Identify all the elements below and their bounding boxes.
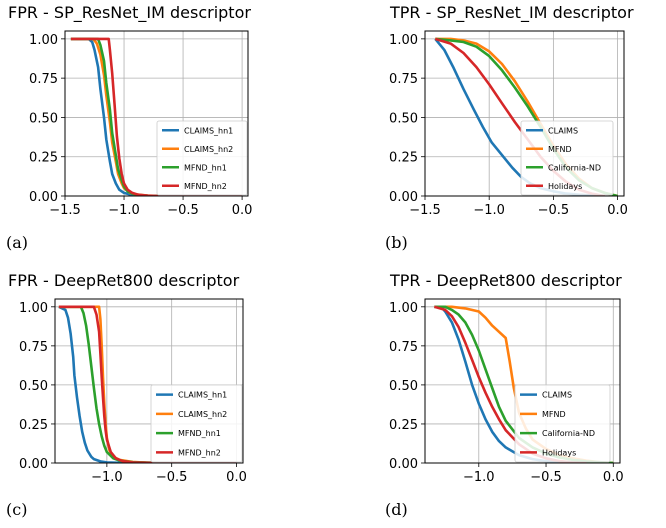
legend-label: MFND_hn2: [178, 448, 221, 457]
legend-label: Holidays: [548, 182, 582, 191]
legend-label: CLAIMS_hn2: [178, 410, 227, 419]
y-tick-label: 0.75: [29, 72, 58, 87]
legend: CLAIMS_hn1 CLAIMS_hn2 MFND_hn1 MFND_hn2: [150, 384, 243, 463]
chart-panel-0: FPR - SP_ResNet_IM descriptor −1.5 −1.0 −0.…: [6, 3, 252, 252]
y-tick-label: 0.00: [29, 190, 58, 205]
y-tick-label: 0.50: [389, 379, 418, 394]
panel-caption: (d): [385, 500, 408, 519]
legend: CLAIMS_hn1 CLAIMS_hn2 MFND_hn1 MFND_hn2: [156, 120, 248, 196]
x-tick-label: −1.5: [409, 203, 441, 218]
chart-title: FPR - SP_ResNet_IM descriptor: [8, 3, 251, 23]
y-tick-label: 0.75: [19, 340, 48, 355]
legend-label: MFND_hn1: [178, 429, 221, 438]
panel-caption: (b): [385, 233, 408, 252]
legend-label: California-ND: [542, 429, 595, 438]
y-tick-label: 0.50: [29, 111, 58, 126]
legend-label: California-ND: [548, 163, 601, 172]
y-tick-label: 0.25: [29, 151, 58, 166]
x-tick-label: 0.0: [232, 203, 253, 218]
x-tick-label: −1.0: [91, 470, 123, 485]
x-tick-label: −1.0: [463, 470, 495, 485]
legend-box: [514, 384, 611, 463]
x-tick-label: 0.0: [607, 203, 628, 218]
plot-frame: [424, 298, 621, 464]
y-tick-label: 1.00: [389, 33, 418, 48]
y-tick-label: 0.50: [389, 111, 418, 126]
legend-label: CLAIMS: [542, 391, 572, 400]
plot-frame: [64, 30, 249, 197]
y-tick-label: 0.75: [389, 72, 418, 87]
legend-label: MFND_hn2: [184, 182, 227, 191]
legend-label: MFND: [548, 145, 572, 154]
legend-label: CLAIMS_hn2: [184, 145, 233, 154]
chart-title: TPR - SP_ResNet_IM descriptor: [389, 3, 634, 23]
panel-caption: (c): [6, 500, 27, 519]
x-tick-label: 0.0: [226, 470, 247, 485]
x-tick-label: −1.5: [49, 203, 81, 218]
y-tick-label: 0.25: [19, 418, 48, 433]
legend-box: [156, 120, 248, 196]
y-tick-label: 0.75: [389, 340, 418, 355]
legend-label: CLAIMS: [548, 126, 578, 135]
panel-caption: (a): [6, 233, 28, 252]
x-tick-label: −0.5: [156, 470, 188, 485]
legend-label: CLAIMS_hn1: [184, 126, 233, 135]
x-tick-label: 0.0: [603, 470, 624, 485]
legend-label: MFND: [542, 410, 566, 419]
chart-title: TPR - DeepRet800 descriptor: [389, 271, 622, 290]
chart-title: FPR - DeepRet800 descriptor: [8, 271, 240, 290]
y-tick-label: 0.00: [389, 190, 418, 205]
series-line-mfnd-hn2: [70, 37, 243, 196]
x-tick-label: −1.0: [473, 203, 505, 218]
y-tick-label: 0.50: [19, 379, 48, 394]
x-tick-label: −1.0: [108, 203, 140, 218]
legend: CLAIMS MFND California-ND Holidays: [514, 384, 611, 463]
y-tick-label: 1.00: [389, 301, 418, 316]
y-tick-label: 1.00: [19, 301, 48, 316]
x-tick-label: −0.5: [530, 470, 562, 485]
x-tick-label: −0.5: [538, 203, 570, 218]
plot-frame: [54, 298, 244, 464]
chart-panel-1: TPR - SP_ResNet_IM descriptor −1.5 −1.0 −0.…: [385, 3, 634, 252]
legend-box: [150, 384, 243, 463]
legend-label: Holidays: [542, 448, 576, 457]
legend-label: CLAIMS_hn1: [178, 391, 227, 400]
y-tick-label: 0.00: [389, 457, 418, 472]
y-tick-label: 0.00: [19, 457, 48, 472]
plot-frame: [424, 30, 625, 197]
series-line-claims-hn1: [58, 305, 237, 463]
chart-panel-2: FPR - DeepRet800 descriptor −1.0 −0.5 0.0 0.…: [6, 271, 247, 519]
chart-panel-3: TPR - DeepRet800 descriptor −1.0 −0.5 0.0 0.…: [385, 271, 624, 519]
y-tick-label: 1.00: [29, 33, 58, 48]
legend-label: MFND_hn1: [184, 163, 227, 172]
series-line-mfnd-hn2: [58, 305, 237, 463]
x-tick-label: −0.5: [167, 203, 199, 218]
y-tick-label: 0.25: [389, 151, 418, 166]
legend: CLAIMS MFND California-ND Holidays: [520, 120, 614, 196]
legend-box: [520, 120, 614, 196]
y-tick-label: 0.25: [389, 418, 418, 433]
